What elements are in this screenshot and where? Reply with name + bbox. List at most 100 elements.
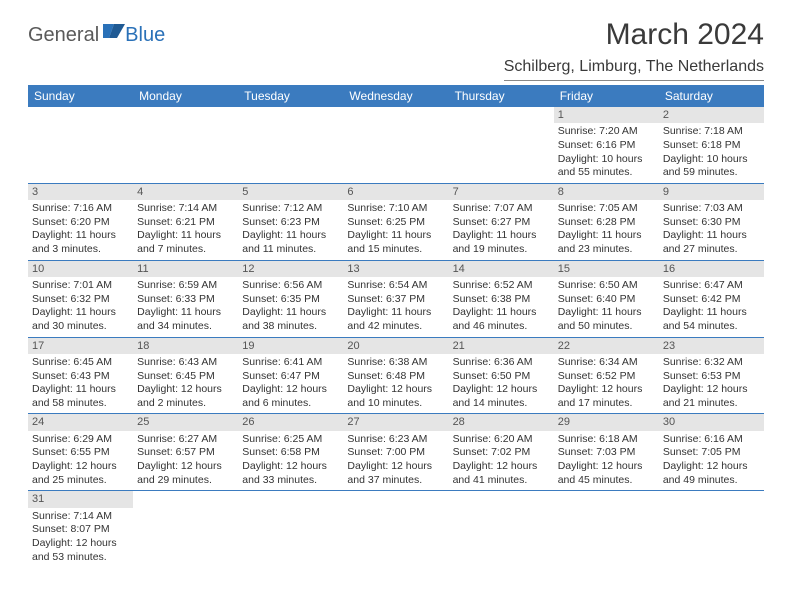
day-number: 15 [554,261,659,277]
calendar-week-row: 1Sunrise: 7:20 AMSunset: 6:16 PMDaylight… [28,107,764,183]
day-number: 28 [449,414,554,430]
calendar-week-row: 3Sunrise: 7:16 AMSunset: 6:20 PMDaylight… [28,183,764,260]
calendar-day-cell: 25Sunrise: 6:27 AMSunset: 6:57 PMDayligh… [133,414,238,491]
sunset-text: Sunset: 6:16 PM [558,139,655,153]
calendar-day-cell [659,491,764,567]
logo-text-blue: Blue [125,24,165,47]
calendar-week-row: 31Sunrise: 7:14 AMSunset: 8:07 PMDayligh… [28,491,764,567]
sunset-text: Sunset: 6:28 PM [558,216,655,230]
calendar-day-cell [28,107,133,183]
daylight-text: Daylight: 11 hours and 27 minutes. [663,229,760,256]
day-number: 7 [449,184,554,200]
sunrise-text: Sunrise: 6:54 AM [347,279,444,293]
sunset-text: Sunset: 8:07 PM [32,523,129,537]
daylight-text: Daylight: 12 hours and 49 minutes. [663,460,760,487]
month-title: March 2024 [504,18,764,52]
sunrise-text: Sunrise: 6:16 AM [663,433,760,447]
daylight-text: Daylight: 11 hours and 11 minutes. [242,229,339,256]
calendar-day-cell [133,491,238,567]
day-number: 2 [659,107,764,123]
sunset-text: Sunset: 6:50 PM [453,370,550,384]
sunset-text: Sunset: 6:37 PM [347,293,444,307]
sunrise-text: Sunrise: 6:50 AM [558,279,655,293]
sunrise-text: Sunrise: 7:01 AM [32,279,129,293]
calendar-week-row: 10Sunrise: 7:01 AMSunset: 6:32 PMDayligh… [28,260,764,337]
sunrise-text: Sunrise: 7:14 AM [137,202,234,216]
sunrise-text: Sunrise: 6:43 AM [137,356,234,370]
daylight-text: Daylight: 11 hours and 30 minutes. [32,306,129,333]
sunrise-text: Sunrise: 6:18 AM [558,433,655,447]
day-number: 30 [659,414,764,430]
day-number: 3 [28,184,133,200]
daylight-text: Daylight: 11 hours and 19 minutes. [453,229,550,256]
calendar-day-cell: 21Sunrise: 6:36 AMSunset: 6:50 PMDayligh… [449,337,554,414]
sunset-text: Sunset: 6:42 PM [663,293,760,307]
sunset-text: Sunset: 6:18 PM [663,139,760,153]
calendar-day-cell: 31Sunrise: 7:14 AMSunset: 8:07 PMDayligh… [28,491,133,567]
calendar-day-cell: 27Sunrise: 6:23 AMSunset: 7:00 PMDayligh… [343,414,448,491]
sunset-text: Sunset: 6:21 PM [137,216,234,230]
calendar-day-cell: 29Sunrise: 6:18 AMSunset: 7:03 PMDayligh… [554,414,659,491]
day-number: 18 [133,338,238,354]
location-text: Schilberg, Limburg, The Netherlands [504,58,764,81]
flag-icon [103,22,125,43]
calendar-week-row: 24Sunrise: 6:29 AMSunset: 6:55 PMDayligh… [28,414,764,491]
daylight-text: Daylight: 10 hours and 59 minutes. [663,153,760,180]
calendar-day-cell: 22Sunrise: 6:34 AMSunset: 6:52 PMDayligh… [554,337,659,414]
sunset-text: Sunset: 6:23 PM [242,216,339,230]
calendar-day-cell: 16Sunrise: 6:47 AMSunset: 6:42 PMDayligh… [659,260,764,337]
day-number: 26 [238,414,343,430]
sunset-text: Sunset: 7:03 PM [558,446,655,460]
calendar-day-cell: 8Sunrise: 7:05 AMSunset: 6:28 PMDaylight… [554,183,659,260]
day-number: 11 [133,261,238,277]
calendar-day-cell [449,107,554,183]
day-number: 6 [343,184,448,200]
sunrise-text: Sunrise: 6:52 AM [453,279,550,293]
sunset-text: Sunset: 6:20 PM [32,216,129,230]
title-block: March 2024 Schilberg, Limburg, The Nethe… [504,18,764,81]
daylight-text: Daylight: 12 hours and 33 minutes. [242,460,339,487]
daylight-text: Daylight: 12 hours and 14 minutes. [453,383,550,410]
sunset-text: Sunset: 6:57 PM [137,446,234,460]
sunrise-text: Sunrise: 7:03 AM [663,202,760,216]
daylight-text: Daylight: 12 hours and 21 minutes. [663,383,760,410]
weekday-header: Wednesday [343,85,448,107]
calendar-table: Sunday Monday Tuesday Wednesday Thursday… [28,85,764,567]
day-number: 19 [238,338,343,354]
sunrise-text: Sunrise: 7:12 AM [242,202,339,216]
calendar-week-row: 17Sunrise: 6:45 AMSunset: 6:43 PMDayligh… [28,337,764,414]
calendar-day-cell: 1Sunrise: 7:20 AMSunset: 6:16 PMDaylight… [554,107,659,183]
daylight-text: Daylight: 12 hours and 6 minutes. [242,383,339,410]
day-number: 25 [133,414,238,430]
day-number: 24 [28,414,133,430]
sunrise-text: Sunrise: 7:10 AM [347,202,444,216]
daylight-text: Daylight: 11 hours and 50 minutes. [558,306,655,333]
calendar-day-cell: 6Sunrise: 7:10 AMSunset: 6:25 PMDaylight… [343,183,448,260]
calendar-day-cell: 19Sunrise: 6:41 AMSunset: 6:47 PMDayligh… [238,337,343,414]
sunset-text: Sunset: 6:52 PM [558,370,655,384]
sunset-text: Sunset: 6:47 PM [242,370,339,384]
logo-text-general: General [28,24,99,47]
sunset-text: Sunset: 6:53 PM [663,370,760,384]
sunset-text: Sunset: 6:40 PM [558,293,655,307]
daylight-text: Daylight: 12 hours and 17 minutes. [558,383,655,410]
day-number: 8 [554,184,659,200]
sunrise-text: Sunrise: 6:20 AM [453,433,550,447]
daylight-text: Daylight: 11 hours and 15 minutes. [347,229,444,256]
day-number: 31 [28,491,133,507]
calendar-day-cell: 13Sunrise: 6:54 AMSunset: 6:37 PMDayligh… [343,260,448,337]
sunset-text: Sunset: 6:32 PM [32,293,129,307]
calendar-day-cell [238,107,343,183]
daylight-text: Daylight: 11 hours and 7 minutes. [137,229,234,256]
sunset-text: Sunset: 6:33 PM [137,293,234,307]
sunset-text: Sunset: 6:55 PM [32,446,129,460]
sunset-text: Sunset: 6:58 PM [242,446,339,460]
sunrise-text: Sunrise: 6:59 AM [137,279,234,293]
calendar-day-cell [133,107,238,183]
calendar-day-cell [343,107,448,183]
calendar-day-cell: 9Sunrise: 7:03 AMSunset: 6:30 PMDaylight… [659,183,764,260]
sunrise-text: Sunrise: 7:18 AM [663,125,760,139]
daylight-text: Daylight: 12 hours and 53 minutes. [32,537,129,564]
calendar-day-cell: 20Sunrise: 6:38 AMSunset: 6:48 PMDayligh… [343,337,448,414]
sunrise-text: Sunrise: 6:36 AM [453,356,550,370]
